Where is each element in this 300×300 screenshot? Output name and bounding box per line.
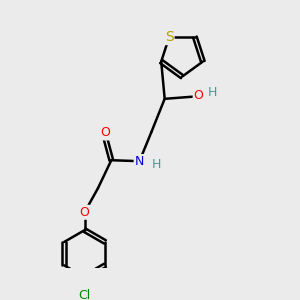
Text: O: O <box>80 206 89 219</box>
Text: H: H <box>208 86 218 99</box>
Text: O: O <box>100 127 110 140</box>
Text: N: N <box>135 155 144 168</box>
Text: O: O <box>194 89 203 102</box>
Text: Cl: Cl <box>79 289 91 300</box>
Text: H: H <box>152 158 161 171</box>
Text: S: S <box>165 30 173 44</box>
